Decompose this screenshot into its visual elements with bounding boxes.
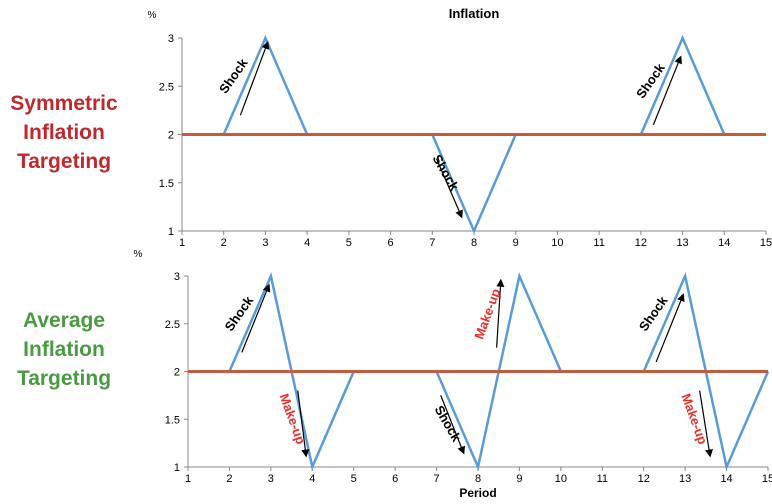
side-label-line: Targeting bbox=[16, 367, 112, 390]
x-tick-label: 14 bbox=[718, 237, 730, 249]
makeup-arrow bbox=[496, 278, 505, 348]
x-tick-label: 14 bbox=[720, 473, 732, 485]
x-axis-title: Period bbox=[459, 486, 496, 500]
y-tick-label: 3 bbox=[168, 33, 174, 45]
y-tick-label: 2.5 bbox=[159, 81, 174, 93]
x-tick-label: 9 bbox=[516, 473, 522, 485]
shock-annotation: Shock bbox=[216, 55, 251, 96]
x-tick-label: 7 bbox=[434, 473, 440, 485]
x-tick-label: 3 bbox=[268, 473, 274, 485]
x-tick-label: 12 bbox=[635, 237, 647, 249]
symmetric-targeting-label: Symmetric Inflation Targeting bbox=[0, 89, 128, 176]
x-tick-label: 15 bbox=[760, 237, 772, 249]
x-tick-label: 2 bbox=[226, 473, 232, 485]
makeup-annotation: Make-up bbox=[678, 392, 710, 447]
side-label-line: Inflation bbox=[23, 338, 105, 361]
side-label-line: Symmetric bbox=[10, 92, 118, 115]
x-tick-label: 8 bbox=[475, 473, 481, 485]
x-tick-label: 5 bbox=[346, 237, 352, 249]
x-tick-label: 10 bbox=[551, 237, 563, 249]
y-axis-label: % bbox=[148, 10, 157, 21]
y-axis-label: % bbox=[134, 249, 143, 260]
x-tick-label: 1 bbox=[185, 473, 191, 485]
x-tick-label: 11 bbox=[597, 473, 608, 485]
y-tick-label: 1.5 bbox=[165, 414, 180, 426]
shock-arrow bbox=[241, 283, 271, 353]
x-tick-label: 13 bbox=[679, 473, 691, 485]
x-tick-label: 12 bbox=[638, 473, 650, 485]
shock-annotation: Shock bbox=[429, 152, 462, 194]
x-tick-label: 11 bbox=[593, 237, 604, 249]
side-label-line: Targeting bbox=[16, 150, 112, 173]
makeup-annotation: Make-up bbox=[277, 392, 309, 447]
shock-arrow bbox=[655, 293, 685, 363]
x-tick-label: 15 bbox=[762, 473, 772, 485]
y-tick-label: 1.5 bbox=[159, 178, 174, 190]
x-tick-label: 4 bbox=[309, 473, 315, 485]
shock-arrow bbox=[239, 40, 270, 116]
y-tick-label: 1 bbox=[168, 226, 174, 238]
x-tick-label: 6 bbox=[392, 473, 398, 485]
x-tick-label: 5 bbox=[351, 473, 357, 485]
x-tick-label: 6 bbox=[388, 237, 394, 249]
y-tick-label: 3 bbox=[174, 271, 180, 283]
shock-annotation: Shock bbox=[636, 293, 671, 334]
y-tick-label: 1 bbox=[174, 462, 180, 474]
x-tick-label: 9 bbox=[513, 237, 519, 249]
x-tick-label: 4 bbox=[304, 237, 310, 249]
side-label-line: Inflation bbox=[23, 121, 105, 144]
x-tick-label: 10 bbox=[555, 473, 567, 485]
shock-arrow bbox=[652, 55, 682, 126]
makeup-arrow bbox=[699, 390, 714, 458]
inflation-series-line bbox=[182, 34, 766, 235]
average-targeting-label: Average Inflation Targeting bbox=[0, 306, 128, 393]
x-tick-label: 3 bbox=[262, 237, 268, 249]
y-tick-label: 2 bbox=[174, 367, 180, 379]
chart-title: Inflation bbox=[449, 6, 500, 21]
inflation-series-line bbox=[188, 271, 770, 472]
y-tick-label: 2 bbox=[168, 130, 174, 142]
side-label-line: Average bbox=[22, 309, 106, 332]
y-tick-label: 2.5 bbox=[165, 319, 180, 331]
x-tick-label: 8 bbox=[471, 237, 477, 249]
shock-arrow bbox=[440, 395, 465, 455]
makeup-arrow bbox=[297, 390, 310, 458]
x-tick-label: 13 bbox=[676, 237, 688, 249]
x-tick-label: 2 bbox=[221, 237, 227, 249]
x-tick-label: 1 bbox=[179, 237, 185, 249]
x-tick-label: 7 bbox=[429, 237, 435, 249]
shock-arrow bbox=[435, 158, 463, 219]
